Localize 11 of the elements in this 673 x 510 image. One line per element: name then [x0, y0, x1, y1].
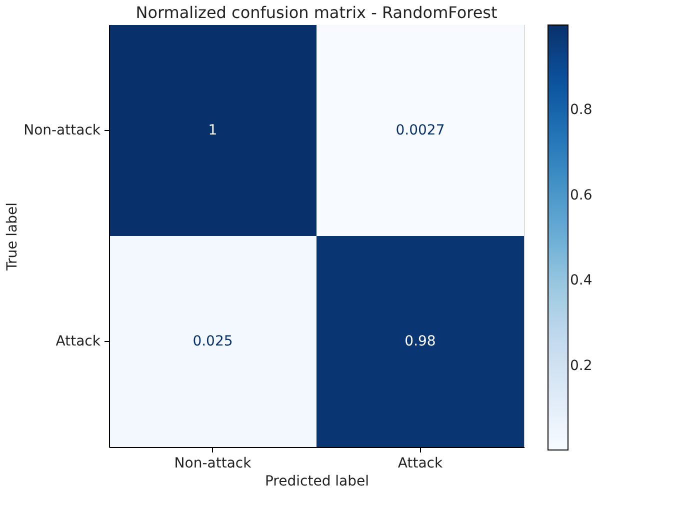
y-axis-title: True label [4, 202, 21, 272]
data-label: 1 [208, 122, 218, 138]
color-bar-label: 0.6 [570, 187, 592, 204]
data-label: 0.0027 [396, 122, 445, 138]
x-axis-title: Predicted label [264, 474, 370, 490]
color-bar-label: 0.4 [570, 272, 592, 289]
data-label: 0.98 [404, 334, 436, 350]
data-label: 0.025 [192, 334, 233, 350]
chart-title: Normalized confusion matrix - RandomForest [136, 3, 498, 22]
color-bar-label: 0.8 [570, 102, 592, 118]
color-bar-label: 0.2 [570, 358, 592, 374]
